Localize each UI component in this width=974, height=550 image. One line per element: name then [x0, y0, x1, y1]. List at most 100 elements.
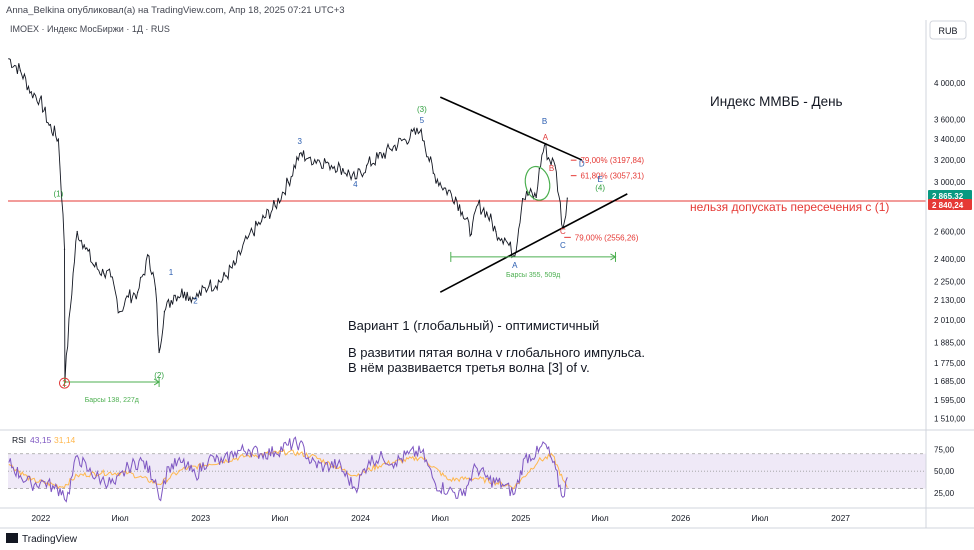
trendline-2: [439, 193, 628, 293]
price-point: [8, 58, 10, 60]
price-tick-label: 1 595,00: [934, 396, 966, 405]
wave-label: E: [597, 175, 602, 184]
rsi-line: [8, 436, 568, 503]
rsi-pane[interactable]: RSI 43,15 31,14: [0, 429, 974, 503]
price-point: [247, 236, 250, 238]
fib-level-label: 61,80% (3057,31): [580, 172, 644, 181]
wave-label: 2: [62, 379, 67, 388]
price-point: [137, 291, 139, 293]
price-point: [234, 264, 236, 266]
trendline-1: [439, 96, 583, 161]
price-point: [547, 157, 550, 159]
price-point: [339, 165, 341, 168]
wave-label: D: [579, 159, 585, 168]
price-point: [76, 230, 78, 233]
price-tick-label: 2 250,00: [934, 277, 966, 286]
currency-box[interactable]: [929, 20, 967, 40]
time-axis[interactable]: 2022 Июл 2023 Июл 2024 Июл 2025 Июл 2026 Июл 2027: [0, 507, 974, 529]
price-point: [432, 172, 434, 174]
description-line-1: В развитии пятая волна v глобального имп…: [348, 345, 645, 360]
rsi-tick-label: 25,00: [934, 489, 955, 498]
price-point: [486, 211, 488, 213]
time-tick-label: 2023: [191, 513, 210, 523]
price-tick-label: 2 400,00: [934, 255, 966, 264]
price-point: [154, 288, 157, 290]
price-point: [158, 351, 160, 354]
tradingview-logo: [6, 533, 18, 543]
time-tick-label: 2027: [831, 513, 850, 523]
price-point: [390, 148, 392, 150]
publisher-text: Anna_Belkina опубликовал(а) на TradingVi…: [6, 5, 345, 16]
price-plot[interactable]: 79,00% (3197,84) 61,80% (3057,31) 79,00% (…: [8, 58, 926, 404]
rsi-tick-label: 50,00: [934, 467, 955, 476]
price-tag-label: 2 840,24: [932, 201, 964, 210]
price-point: [443, 187, 445, 189]
fib-level-label: 79,00% (3197,84): [580, 156, 644, 165]
wave-label: (2): [154, 371, 164, 380]
price-point: [419, 131, 421, 133]
rsi-signal-line: [8, 448, 568, 490]
price-point: [354, 178, 356, 180]
price-tag-label: 2 865,32: [932, 192, 964, 201]
warning-text: нельзя допускать пересечения с (1): [690, 200, 889, 214]
rsi-tick-label: 75,00: [934, 445, 955, 454]
rsi-name: RSI: [12, 435, 26, 445]
price-tick-label: 3 200,00: [934, 156, 966, 165]
price-point: [477, 204, 479, 206]
price-tick-label: 2 010,00: [934, 316, 966, 325]
date-range-arrow: [610, 253, 617, 261]
price-axis[interactable]: 4 000,00 3 600,00 3 400,00 3 200,00 3 000,00…: [925, 20, 972, 528]
price-point: [222, 279, 224, 281]
wave-label: 1: [169, 268, 174, 277]
wave-label: (3): [417, 105, 427, 114]
price-point: [538, 168, 540, 170]
wave-label: C: [560, 227, 566, 236]
price-point: [495, 230, 497, 233]
price-point: [308, 157, 310, 159]
price-point: [566, 197, 568, 199]
price-point: [366, 164, 368, 166]
price-tick-label: 1 685,00: [934, 377, 966, 386]
time-tick-label: 2022: [31, 513, 50, 523]
price-point: [119, 311, 121, 313]
price-point: [287, 181, 289, 183]
price-point: [455, 196, 457, 199]
price-point: [57, 138, 59, 140]
price-tick-label: 3 400,00: [934, 135, 966, 144]
date-range-label: Барсы 138, 227д: [85, 397, 139, 404]
price-point: [208, 285, 210, 287]
time-tick-label: Июл: [592, 513, 609, 523]
symbol-text: IMOEX · Индекс МосБиржи · 1Д · RUS: [10, 24, 170, 34]
time-tick-label: 2024: [351, 513, 370, 523]
price-point: [535, 196, 537, 199]
price-tick-label: 3 600,00: [934, 115, 966, 124]
price-tag: [928, 190, 972, 202]
time-tick-label: Июл: [271, 513, 288, 523]
wave-label: C: [560, 241, 566, 250]
price-point: [554, 164, 556, 166]
price-point: [260, 220, 263, 222]
price-point: [504, 237, 506, 239]
highlight-ellipse: [524, 165, 551, 201]
price-point: [63, 248, 66, 250]
wave-label: A: [543, 133, 549, 142]
price-tick-label: 2 600,00: [934, 227, 966, 236]
price-point: [274, 205, 276, 207]
price-point: [327, 162, 330, 164]
price-point: [470, 233, 472, 235]
date-range-label: Барсы 355, 509д: [506, 272, 560, 279]
brand-label: TradingView: [22, 534, 78, 545]
price-point: [377, 157, 379, 159]
date-range-arrow: [153, 378, 161, 386]
price-point: [163, 311, 165, 313]
description-line-2: В нём развивается третья волна [3] of v.: [348, 360, 590, 375]
rsi-value: 43,15: [30, 435, 52, 445]
time-tick-label: Июл: [111, 513, 128, 523]
price-point: [19, 69, 21, 71]
rsi-signal-value: 31,14: [54, 435, 76, 445]
price-series-line: [8, 58, 568, 383]
wave-label: 3: [297, 137, 302, 146]
price-point: [183, 291, 186, 293]
wave-label: A: [512, 261, 518, 270]
